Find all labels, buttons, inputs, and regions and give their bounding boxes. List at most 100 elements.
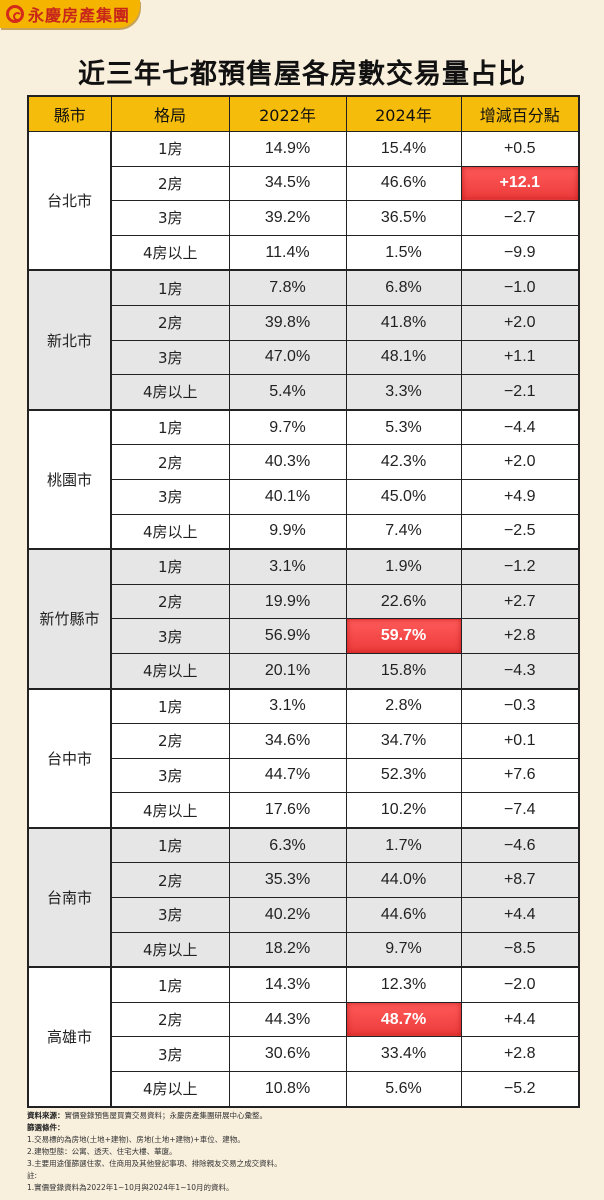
layout-cell: 2房 <box>110 862 230 899</box>
value-2022-cell: 34.6% <box>228 723 347 759</box>
table-row: 3房 39.2% 36.5% −2.7 <box>28 200 580 236</box>
value-2024-cell: 52.3% <box>345 757 462 794</box>
layout-cell: 2房 <box>110 444 230 480</box>
value-2022-cell: 40.2% <box>228 897 347 933</box>
table-row: 4房以上 20.1% 15.8% −4.3 <box>28 652 580 690</box>
value-2024-cell: 6.8% <box>345 269 462 306</box>
change-cell: +4.4 <box>460 897 580 933</box>
value-2022-cell: 14.9% <box>228 131 347 167</box>
header-city: 縣市 <box>27 95 112 132</box>
layout-cell: 3房 <box>110 478 230 515</box>
value-2022-cell: 56.9% <box>228 618 347 654</box>
value-2024-cell: 45.0% <box>345 478 462 515</box>
value-2022-cell: 14.3% <box>228 966 347 1003</box>
value-2024-cell: 2.8% <box>345 687 462 725</box>
layout-cell: 3房 <box>110 757 230 794</box>
filter-item: 1.交易標的為房地(土地+建物)、房地(土地+建物)+車位、建物。 <box>27 1135 245 1144</box>
value-2022-cell: 47.0% <box>228 339 347 376</box>
value-2024-cell: 33.4% <box>345 1036 462 1073</box>
value-2022-cell: 18.2% <box>228 931 347 968</box>
value-2024-cell: 12.3% <box>345 966 462 1003</box>
city-cell: 新竹縣市 <box>27 548 112 690</box>
layout-cell: 3房 <box>110 897 230 933</box>
source-label: 資料來源： <box>27 1111 65 1120</box>
value-2022-cell: 3.1% <box>228 548 347 585</box>
table-row: 3房 47.0% 48.1% +1.1 <box>28 339 580 376</box>
value-2022-cell: 35.3% <box>228 862 347 899</box>
layout-cell: 2房 <box>110 1001 230 1038</box>
value-2022-cell: 44.7% <box>228 757 347 794</box>
change-cell: −4.6 <box>460 827 580 864</box>
city-cell: 台南市 <box>27 827 112 968</box>
filter-item: 2.建物型態：公寓、透天、住宅大樓、華廈。 <box>27 1147 177 1156</box>
value-2022-cell: 30.6% <box>228 1036 347 1073</box>
yungching-logo-icon <box>6 5 24 23</box>
brand-name: 永慶房產集團 <box>28 6 131 25</box>
change-cell: −2.5 <box>460 513 580 550</box>
change-cell: −7.4 <box>460 792 580 829</box>
chart-title: 近三年七都預售屋各房數交易量占比 <box>78 59 526 90</box>
value-2024-cell: 15.4% <box>345 131 462 167</box>
value-2022-cell: 34.5% <box>228 165 347 202</box>
layout-cell: 1房 <box>110 131 230 167</box>
change-cell: −2.1 <box>460 374 580 411</box>
remark-label: 註: <box>27 1171 38 1180</box>
table-row: 4房以上 18.2% 9.7% −8.5 <box>28 931 580 968</box>
layout-cell: 1房 <box>110 966 230 1003</box>
layout-cell: 3房 <box>110 200 230 236</box>
table-row: 2房 39.8% 41.8% +2.0 <box>28 304 580 341</box>
value-2022-cell: 9.7% <box>228 409 347 446</box>
value-2024-cell: 34.7% <box>345 723 462 759</box>
layout-cell: 4房以上 <box>110 374 230 411</box>
layout-cell: 4房以上 <box>110 513 230 550</box>
layout-cell: 4房以上 <box>110 931 230 968</box>
change-cell: −0.3 <box>460 687 580 725</box>
header-row: 縣市 格局 2022年 2024年 增減百分點 <box>27 95 580 132</box>
layout-cell: 4房以上 <box>110 1071 230 1108</box>
table-row: 3房 40.1% 45.0% +4.9 <box>28 478 580 515</box>
change-cell: −2.0 <box>460 966 580 1003</box>
layout-cell: 1房 <box>110 269 230 306</box>
value-2022-cell: 40.3% <box>228 444 347 480</box>
value-2024-cell: 44.6% <box>345 897 462 933</box>
value-2024-cell: 42.3% <box>345 444 462 480</box>
city-group: 高雄市 1房 14.3% 12.3% −2.0 2房 44.3% 48.7% +4.4 3房 30.… <box>27 966 580 1108</box>
layout-cell: 1房 <box>110 548 230 585</box>
value-2024-cell: 3.3% <box>345 374 462 411</box>
value-2024-cell: 44.0% <box>345 862 462 899</box>
change-cell: −5.2 <box>460 1071 580 1108</box>
layout-cell: 2房 <box>110 583 230 620</box>
value-2024-cell: 46.6% <box>345 165 462 202</box>
city-cell: 新北市 <box>27 269 112 411</box>
value-2022-cell: 7.8% <box>228 269 347 306</box>
layout-cell: 4房以上 <box>110 234 230 271</box>
table-row: 4房以上 11.4% 1.5% −9.9 <box>28 234 580 271</box>
header-2024: 2024年 <box>345 95 462 132</box>
table-row: 台北市 1房 14.9% 15.4% +0.5 <box>27 131 580 271</box>
header-layout: 格局 <box>110 95 230 132</box>
value-2024-cell: 36.5% <box>345 200 462 236</box>
layout-cell: 1房 <box>110 687 230 725</box>
source-note: 資料來源：實價登錄預售屋買賣交易資料；永慶房產集團研展中心彙整。 <box>27 1110 587 1122</box>
value-2022-cell: 44.3% <box>228 1001 347 1038</box>
data-table: 縣市 格局 2022年 2024年 增減百分點 台北市 1房 14.9% 15.4% +… <box>27 95 580 1108</box>
change-cell: +8.7 <box>460 862 580 899</box>
change-cell: +7.6 <box>460 757 580 794</box>
city-group: 台北市 1房 14.9% 15.4% +0.5 2房 34.5% 46.6% +12.1 3房 39… <box>27 131 580 271</box>
value-2022-cell: 20.1% <box>228 652 347 690</box>
header-2022: 2022年 <box>228 95 347 132</box>
table-row: 3房 56.9% 59.7% +2.8 <box>28 618 580 654</box>
value-2024-highlight-cell: 48.7% <box>345 1001 462 1038</box>
value-2022-cell: 40.1% <box>228 478 347 515</box>
layout-cell: 4房以上 <box>110 652 230 690</box>
layout-cell: 3房 <box>110 618 230 654</box>
filter-item: 3.主要用途僅篩選住家、住商用及其他登記事項、排除親友交易之成交資料。 <box>27 1159 282 1168</box>
value-2024-cell: 1.5% <box>345 234 462 271</box>
change-cell: −4.4 <box>460 409 580 446</box>
layout-cell: 3房 <box>110 1036 230 1073</box>
value-2022-cell: 6.3% <box>228 827 347 864</box>
city-cell: 台北市 <box>27 131 112 271</box>
value-2022-cell: 11.4% <box>228 234 347 271</box>
layout-cell: 4房以上 <box>110 792 230 829</box>
layout-cell: 2房 <box>110 304 230 341</box>
